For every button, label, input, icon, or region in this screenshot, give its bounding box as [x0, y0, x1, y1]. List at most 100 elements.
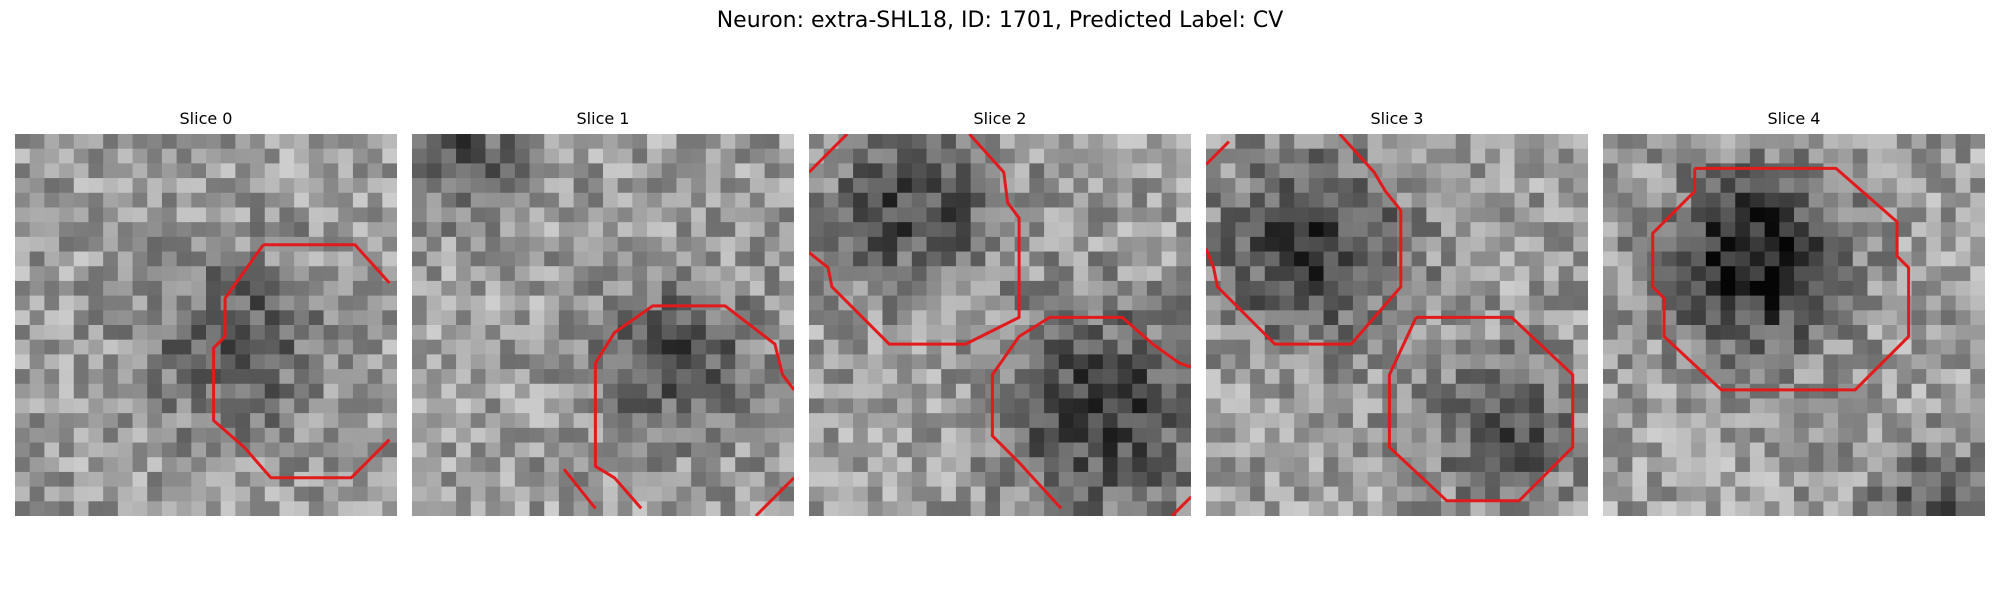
pixel-cell	[1764, 280, 1780, 297]
pixel-cell	[558, 383, 575, 399]
pixel-cell	[1073, 457, 1089, 473]
pixel-cell	[1838, 251, 1854, 267]
pixel-cell	[1308, 266, 1324, 282]
pixel-cell	[867, 280, 883, 297]
pixel-cell	[1117, 354, 1133, 370]
pixel-cell	[1940, 486, 1957, 502]
pixel-cell	[735, 501, 751, 516]
pixel-cell	[1176, 295, 1191, 311]
pixel-cell	[955, 413, 972, 429]
pixel-cell	[1779, 222, 1795, 238]
pixel-cell	[1073, 192, 1089, 208]
pixel-cell	[1705, 295, 1721, 311]
pixel-cell	[558, 413, 575, 429]
pixel-cell	[1441, 383, 1457, 399]
pixel-cell	[1323, 383, 1339, 399]
pixel-cell	[617, 383, 633, 399]
pixel-cell	[1455, 280, 1471, 297]
pixel-cell	[529, 354, 545, 370]
pixel-cell	[1838, 236, 1854, 252]
pixel-cell	[1250, 501, 1266, 516]
pixel-cell	[44, 192, 60, 208]
pixel-cell	[691, 192, 707, 208]
pixel-cell	[676, 207, 692, 223]
pixel-cell	[367, 325, 383, 341]
pixel-cell	[367, 413, 383, 429]
pixel-cell	[603, 266, 619, 282]
pixel-cell	[308, 413, 324, 429]
pixel-cell	[500, 398, 516, 414]
pixel-cell	[1970, 178, 1985, 194]
pixel-cell	[1514, 222, 1530, 238]
pixel-cell	[1794, 457, 1810, 473]
pixel-cell	[1911, 339, 1927, 355]
pixel-cell	[294, 398, 310, 414]
pixel-cell	[823, 457, 839, 473]
pixel-cell	[1338, 266, 1354, 282]
pixel-cell	[1926, 134, 1942, 150]
pixel-cell	[220, 383, 236, 399]
pixel-cell	[1279, 266, 1295, 282]
pixel-cell	[1161, 134, 1177, 150]
pixel-cell	[1323, 486, 1339, 502]
pixel-cell	[88, 148, 104, 164]
pixel-cell	[147, 310, 163, 326]
pixel-cell	[1529, 207, 1545, 223]
pixel-cell	[323, 192, 339, 208]
pixel-cell	[1176, 310, 1191, 326]
pixel-cell	[853, 339, 869, 355]
pixel-cell	[661, 134, 677, 150]
pixel-cell	[705, 251, 721, 267]
pixel-cell	[1955, 354, 1971, 370]
pixel-cell	[1676, 398, 1692, 414]
pixel-cell	[412, 427, 428, 443]
pixel-cell	[1308, 251, 1324, 267]
pixel-cell	[191, 178, 207, 194]
pixel-cell	[1411, 236, 1427, 252]
pixel-cell	[117, 192, 133, 208]
pixel-cell	[926, 134, 942, 150]
pixel-cell	[1764, 427, 1780, 443]
pixel-cell	[1749, 501, 1766, 516]
pixel-cell	[294, 369, 310, 385]
pixel-cell	[926, 383, 942, 399]
pixel-cell	[1529, 310, 1545, 326]
pixel-cell	[15, 148, 31, 164]
pixel-cell	[1735, 222, 1751, 238]
pixel-cell	[1867, 354, 1883, 370]
pixel-cell	[1146, 398, 1163, 414]
pixel-cell	[1647, 486, 1663, 502]
pixel-cell	[1279, 457, 1295, 473]
pixel-cell	[823, 471, 839, 488]
pixel-cell	[1117, 369, 1133, 385]
pixel-cell	[1617, 148, 1633, 164]
pixel-cell	[1764, 222, 1780, 238]
pixel-cell	[220, 163, 236, 179]
pixel-cell	[809, 310, 825, 326]
pixel-cell	[897, 310, 913, 326]
pixel-cell	[1573, 354, 1588, 370]
pixel-cell	[911, 236, 927, 252]
pixel-cell	[132, 501, 148, 516]
pixel-cell	[220, 471, 236, 488]
pixel-cell	[1603, 398, 1619, 414]
pixel-cell	[1617, 427, 1633, 443]
pixel-cell	[15, 398, 31, 414]
pixel-cell	[1426, 442, 1442, 458]
pixel-cell	[44, 163, 60, 179]
pixel-cell	[1294, 266, 1310, 282]
pixel-cell	[117, 501, 133, 516]
pixel-cell	[838, 236, 854, 252]
pixel-cell	[1676, 471, 1692, 488]
pixel-cell	[441, 266, 457, 282]
pixel-cell	[191, 163, 207, 179]
pixel-cell	[1382, 251, 1398, 267]
pixel-cell	[220, 178, 236, 194]
pixel-cell	[603, 295, 619, 311]
pixel-cell	[926, 471, 942, 488]
pixel-cell	[1970, 134, 1985, 150]
pixel-cell	[632, 354, 648, 370]
pixel-cell	[176, 339, 192, 355]
pixel-cell	[647, 369, 663, 385]
pixel-cell	[1044, 471, 1060, 488]
